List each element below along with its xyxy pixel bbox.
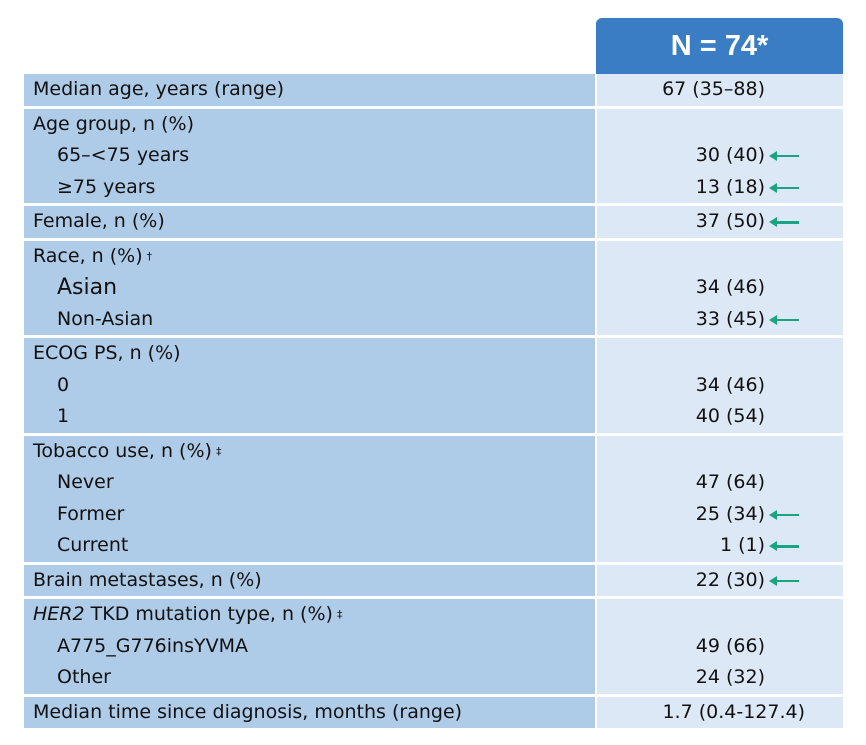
sub-label: Former: [57, 502, 125, 525]
sub-value: 49 (66): [695, 634, 765, 657]
footnote-symbol: ‡: [336, 608, 343, 621]
sub-label: 65–<75 years: [57, 144, 190, 166]
left-arrow-icon: [769, 182, 799, 193]
row-her2: HER2 TKD mutation type, n (%) ‡ A775_G776…: [24, 599, 843, 697]
row-value: 67 (35–88): [662, 78, 765, 100]
row-race: Race, n (%) † Asian Non-Asian 34 (46) 33 …: [24, 240, 843, 338]
row-label: Age group, n (%): [33, 112, 195, 135]
row-ecog: ECOG PS, n (%) 0 1 34 (46) 40 (54): [24, 338, 843, 436]
sub-label: A775_G776insYVMA: [57, 634, 248, 657]
row-label: Tobacco use, n (%) ‡: [33, 439, 222, 462]
row-value: 1.7 (0.4-127.4): [662, 700, 805, 723]
left-arrow-icon: [769, 314, 799, 325]
row-label: Median age, years (range): [33, 78, 285, 100]
sub-value: 34 (46): [695, 276, 765, 298]
sub-value: 24 (32): [695, 666, 765, 688]
sub-value: 40 (54): [695, 405, 765, 427]
sub-value: 47 (64): [695, 471, 765, 493]
left-arrow-icon: [769, 150, 799, 161]
n-header: N = 74*: [596, 18, 843, 74]
sub-label: Other: [57, 666, 111, 688]
row-label: Median time since diagnosis, months (ran…: [33, 700, 463, 723]
left-arrow-icon: [769, 509, 799, 520]
left-arrow-icon: [769, 217, 799, 227]
sub-label: 0: [57, 373, 70, 396]
row-label: Race, n (%) †: [33, 244, 153, 267]
sub-label: Current: [57, 534, 129, 556]
row-age-group: Age group, n (%) 65–<75 years ≥75 years …: [24, 108, 843, 206]
left-arrow-icon: [769, 541, 799, 551]
footnote-symbol: †: [146, 249, 153, 263]
row-tobacco: Tobacco use, n (%) ‡ Never Former Current…: [24, 435, 843, 565]
row-median-age: Median age, years (range) 67 (35–88): [24, 74, 843, 109]
sub-label: Asian: [57, 275, 118, 300]
footnote-symbol: ‡: [215, 444, 222, 458]
row-label: ECOG PS, n (%): [33, 342, 181, 364]
left-arrow-icon: [769, 575, 799, 586]
sub-value: 13 (18): [695, 175, 765, 198]
sub-value: 1 (1): [719, 534, 765, 556]
sub-value: 30 (40): [695, 144, 765, 166]
row-label: Brain metastases, n (%): [33, 568, 262, 591]
sub-value: 33 (45): [695, 307, 765, 330]
n-header-label: N = 74*: [670, 29, 769, 62]
sub-label: 1: [57, 405, 70, 427]
row-time-since-diagnosis: Median time since diagnosis, months (ran…: [24, 696, 843, 731]
sub-label: ≥75 years: [57, 175, 156, 198]
row-label: HER2 TKD mutation type, n (%) ‡: [33, 603, 343, 625]
row-label: Female, n (%): [33, 210, 165, 232]
sub-value: 25 (34): [695, 502, 765, 525]
sub-label: Never: [57, 471, 114, 493]
characteristics-table: Median age, years (range) 67 (35–88) Age…: [24, 74, 843, 731]
row-brain-metastases: Brain metastases, n (%) 22 (30): [24, 564, 843, 599]
row-female: Female, n (%) 37 (50): [24, 206, 843, 241]
sub-value: 34 (46): [695, 373, 765, 396]
row-value: 37 (50): [695, 210, 765, 232]
row-value: 22 (30): [695, 568, 765, 591]
sub-label: Non-Asian: [57, 307, 154, 330]
